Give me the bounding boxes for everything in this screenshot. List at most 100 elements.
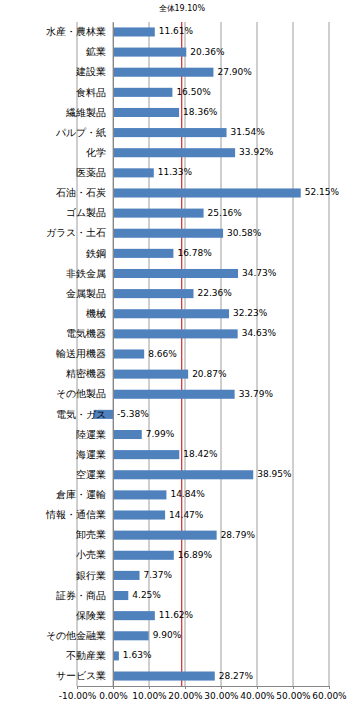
bar [113, 611, 155, 620]
tick-label: 精密機器 [66, 368, 106, 379]
tick: その他金融業 [46, 630, 113, 641]
data-label: 16.78% [177, 248, 212, 258]
tick-label: 陸運業 [76, 429, 106, 440]
tick-label: -10.00% [59, 691, 97, 701]
grid [77, 22, 329, 686]
axis-line [78, 686, 330, 687]
bar [113, 430, 142, 439]
tick: 不動産業 [66, 650, 113, 661]
value-axis: -10.00%0.00%10.00%20.00%30.00%40.00%50.0… [59, 686, 347, 701]
tick-label: 食料品 [76, 87, 106, 98]
grid-line [329, 22, 330, 686]
tick-label: 機械 [86, 308, 106, 319]
tick: 非鉄金属 [66, 268, 113, 279]
tick: パルプ・紙 [55, 127, 113, 138]
tick: 化学 [86, 147, 113, 158]
tick-label: 輸送用機器 [56, 348, 106, 359]
axis-line [113, 23, 114, 687]
tick: 10.00% [132, 686, 167, 701]
tick: 0.00% [99, 686, 128, 701]
data-label: 4.25% [132, 590, 161, 600]
bar [113, 128, 227, 137]
tick-label: 非鉄金属 [66, 268, 106, 279]
tick-label: サービス業 [56, 670, 106, 681]
tick: 電気・ガス [56, 409, 113, 420]
data-label: 20.87% [192, 369, 227, 379]
bar [113, 551, 174, 560]
tick-label: 水産・農林業 [46, 26, 106, 37]
tick: 医薬品 [76, 167, 113, 178]
tick: 鉱業 [86, 46, 113, 57]
bar [113, 450, 179, 459]
data-label: 22.36% [197, 288, 232, 298]
bar [113, 289, 193, 298]
tick-label: パルプ・紙 [55, 127, 106, 138]
bar [113, 349, 144, 358]
data-label: 34.63% [242, 328, 277, 338]
data-label: 11.62% [159, 610, 194, 620]
tick-label: 化学 [86, 147, 106, 158]
data-label: -5.38% [117, 409, 149, 419]
bar [113, 490, 166, 499]
tick: 倉庫・運輸 [56, 489, 113, 500]
tick: 30.00% [204, 686, 239, 701]
tick-label: 銀行業 [76, 570, 106, 581]
data-label: 1.63% [123, 650, 152, 660]
data-label: 31.54% [231, 127, 266, 137]
data-label: 25.16% [208, 208, 243, 218]
tick: ガラス・土石 [46, 227, 113, 238]
tick: 繊維製品 [65, 107, 113, 118]
tick-label: 0.00% [99, 691, 128, 701]
tick: 食料品 [76, 87, 113, 98]
data-label: 27.90% [217, 67, 252, 77]
bar [113, 531, 217, 540]
tick: サービス業 [56, 670, 113, 681]
tick-mark [257, 686, 258, 689]
tick-label: 鉱業 [86, 46, 106, 57]
bar [113, 148, 235, 157]
grid-line [257, 22, 258, 686]
chart: 水産・農林業鉱業建設業食料品繊維製品パルプ・紙化学医薬品石油・石炭ゴム製品ガラス… [0, 0, 358, 713]
tick: 空運業 [76, 469, 113, 480]
bar [113, 48, 186, 57]
tick-label: 不動産業 [66, 650, 106, 661]
tick: 電気機器 [66, 328, 113, 339]
bar [113, 229, 223, 238]
tick: 精密機器 [66, 368, 113, 379]
tick-mark [221, 686, 222, 689]
data-labels: 11.61%20.36%27.90%16.50%18.36%31.54%33.9… [117, 26, 340, 680]
bar [113, 209, 204, 218]
tick: 機械 [86, 308, 113, 319]
tick: 石油・石炭 [56, 187, 113, 198]
tick-label: 電気機器 [66, 328, 106, 339]
bar [113, 108, 179, 117]
tick-mark [329, 686, 330, 689]
tick-label: 倉庫・運輸 [56, 489, 106, 500]
tick-label: 20.00% [168, 691, 203, 701]
data-label: 28.79% [221, 530, 256, 540]
tick: 陸運業 [76, 429, 113, 440]
data-label: 32.23% [233, 308, 268, 318]
tick: 輸送用機器 [56, 348, 113, 359]
tick-label: ゴム製品 [66, 207, 106, 218]
bar [113, 390, 235, 399]
annotation: 全体19.10% [159, 4, 206, 13]
tick: 保険業 [76, 610, 113, 621]
tick: 銀行業 [76, 570, 113, 581]
tick-label: 30.00% [204, 691, 239, 701]
tick: 海運業 [76, 449, 113, 460]
grid-line [293, 22, 294, 686]
tick-label: 40.00% [240, 691, 275, 701]
data-label: 16.50% [176, 87, 211, 97]
tick: 情報・通信業 [45, 509, 113, 520]
tick-label: 繊維製品 [65, 107, 106, 118]
bar [113, 88, 172, 97]
tick-label: 小売業 [76, 549, 106, 560]
bar [113, 249, 173, 258]
tick: -10.00% [59, 686, 97, 701]
data-label: 20.36% [190, 47, 225, 57]
data-label: 16.89% [178, 550, 213, 560]
tick-label: 海運業 [76, 449, 106, 460]
tick-mark [293, 686, 294, 689]
grid-line [221, 22, 222, 686]
